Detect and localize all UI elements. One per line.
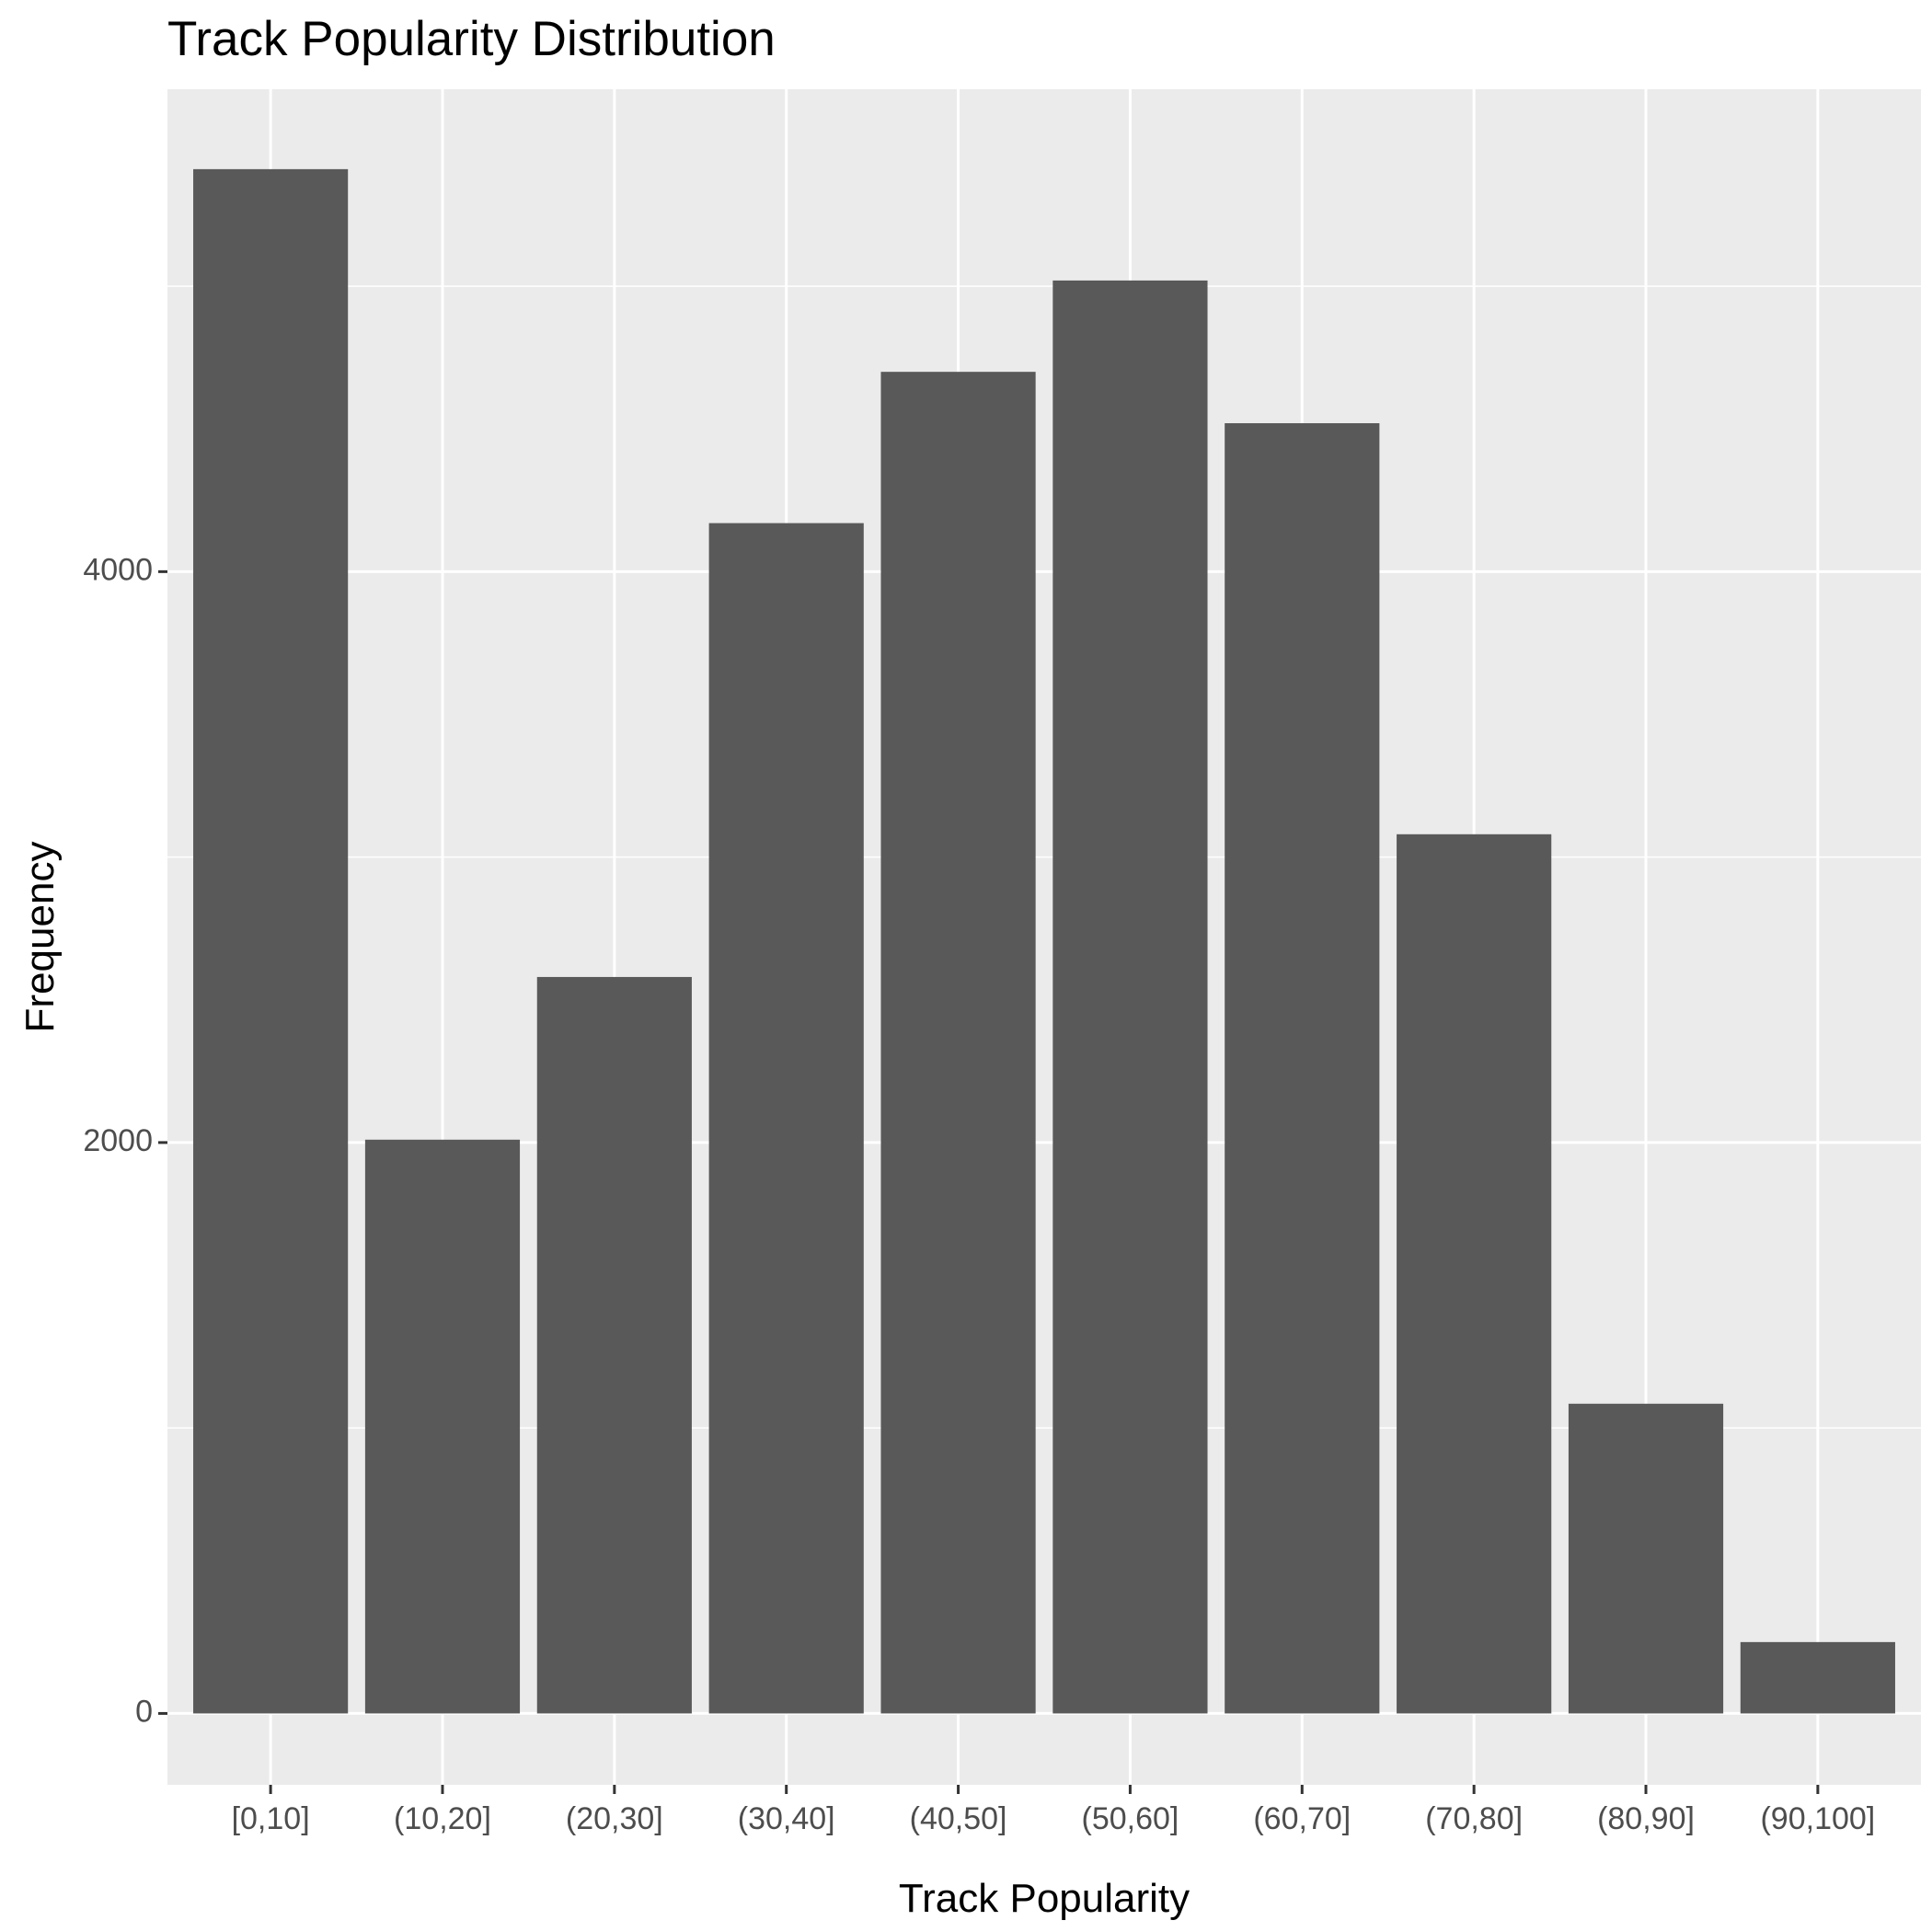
- bar: [536, 976, 692, 1714]
- x-axis-title: Track Popularity: [899, 1876, 1190, 1921]
- x-tick-label: (40,50]: [910, 1801, 1007, 1836]
- x-tick-label: (30,40]: [738, 1801, 835, 1836]
- x-tick-label: (90,100]: [1760, 1801, 1875, 1836]
- y-tick-label: 2000: [83, 1123, 153, 1158]
- x-tick-label: (10,20]: [394, 1801, 491, 1836]
- bar: [708, 523, 864, 1714]
- bar: [364, 1139, 521, 1714]
- y-tick-label: 4000: [83, 552, 153, 587]
- y-axis-title: Frequency: [17, 842, 63, 1033]
- bar: [193, 168, 349, 1714]
- x-tick-label: (60,70]: [1253, 1801, 1351, 1836]
- y-tick-label: 0: [135, 1694, 153, 1729]
- bar: [1397, 834, 1552, 1714]
- axes: 0 2000 4000 [0,10] (10,20] (20,30] (30,40] (40,…: [83, 552, 1875, 1836]
- bar: [1740, 1641, 1895, 1714]
- x-tick-label: (20,30]: [566, 1801, 663, 1836]
- bar: [1568, 1403, 1724, 1714]
- bar: [1225, 423, 1380, 1714]
- bar: [880, 372, 1036, 1714]
- bar: [1052, 280, 1208, 1714]
- x-tick-label: (70,80]: [1425, 1801, 1523, 1836]
- x-tick-label: (80,90]: [1597, 1801, 1695, 1836]
- x-tick-label: [0,10]: [232, 1801, 310, 1836]
- chart-title: Track Popularity Distribution: [167, 12, 776, 66]
- bars: [193, 168, 1895, 1714]
- x-tick-label: (50,60]: [1082, 1801, 1179, 1836]
